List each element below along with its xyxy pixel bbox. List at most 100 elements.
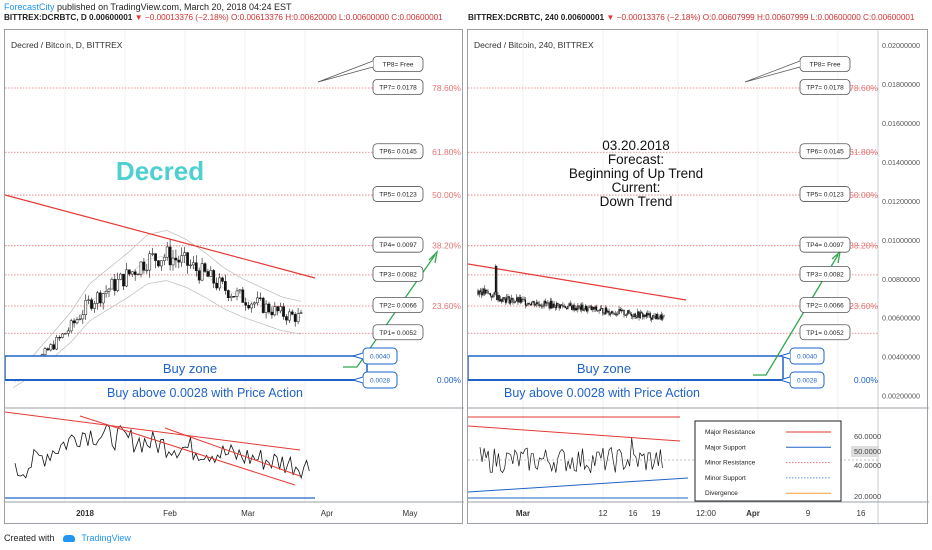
target-callout[interactable] [372, 79, 424, 95]
candle [538, 303, 540, 307]
left-resistance-line[interactable] [5, 194, 316, 279]
target-label: TP6= 0.0145 [379, 149, 417, 156]
target-callout[interactable] [799, 297, 851, 313]
candle [487, 291, 489, 294]
right-chart-panel[interactable]: Decred / Bitcoin, 240, BITTREX 78.60% 61.… [467, 29, 929, 525]
target-callout[interactable] [799, 236, 851, 253]
x-tick-label: May [402, 509, 417, 518]
candle [609, 313, 611, 315]
candle [597, 310, 599, 312]
candle [579, 306, 581, 310]
author-link[interactable]: ForecastCity [4, 2, 55, 12]
right-change: −0.00013376 (−2.18%) [616, 13, 701, 22]
candle [605, 307, 608, 313]
candle [133, 271, 137, 275]
candle [509, 299, 512, 304]
forecast-note: 03.20.2018 Forecast: Beginning of Up Tre… [569, 138, 703, 209]
osc-resistance-line [468, 425, 681, 442]
target-label: TP7= 0.0178 [806, 85, 844, 92]
candle [577, 305, 579, 311]
candle [617, 314, 619, 315]
left-chart-panel[interactable]: Decred / Bitcoin, D, BITTREX 78.60% 61.80… [4, 29, 464, 525]
candle [241, 289, 245, 303]
candle [116, 279, 120, 291]
candle [142, 261, 146, 271]
candle [604, 307, 606, 315]
candle [125, 269, 128, 287]
candle [64, 333, 67, 335]
candle [484, 289, 487, 294]
price-axis-label: 0.01200000 [882, 197, 920, 206]
candle [498, 294, 500, 302]
left-candles [11, 238, 303, 382]
candle [542, 306, 544, 307]
candle [608, 310, 610, 315]
target-callout[interactable] [799, 265, 851, 282]
candle [290, 311, 294, 315]
callout-pointer [351, 352, 364, 360]
osc-axis-label: 50.0000 [854, 447, 881, 456]
left-buy-zone[interactable] [5, 355, 368, 381]
candle [514, 301, 517, 303]
candle [270, 311, 274, 316]
callout-pointer [351, 376, 364, 384]
candle [602, 308, 604, 314]
band-upper [12, 230, 302, 373]
target-callout[interactable] [372, 265, 424, 282]
candle [566, 307, 568, 309]
target-callout[interactable] [799, 324, 851, 341]
candle [556, 303, 558, 309]
candle [551, 300, 553, 309]
candle [543, 300, 545, 307]
left-ohlc: O:0.00613376 H:0.00620000 L:0.00600000 C… [231, 13, 443, 22]
price-axis-label: 0.00600000 [882, 314, 920, 323]
candle [554, 307, 556, 309]
candle [614, 313, 616, 315]
candle [488, 293, 490, 294]
candle [649, 313, 651, 319]
candle [101, 293, 105, 304]
candle [658, 318, 660, 320]
right-resistance-line[interactable] [468, 263, 687, 301]
candle [615, 313, 618, 315]
target-callout[interactable] [372, 186, 424, 202]
candle [548, 302, 550, 309]
candle [293, 314, 297, 322]
band-mid [12, 255, 302, 381]
osc-resistance-line [5, 411, 301, 451]
candle [549, 300, 552, 309]
left-chart-title: Decred / Bitcoin, D, BITTREX [11, 40, 123, 50]
target-callout[interactable] [372, 236, 424, 253]
candle [244, 302, 248, 306]
candle [625, 314, 628, 316]
tradingview-link[interactable]: TradingView [81, 533, 131, 543]
candle [629, 313, 631, 315]
candle [599, 308, 601, 311]
candle [194, 262, 198, 271]
target-callout[interactable] [799, 79, 851, 95]
legend-label: Major Support [705, 444, 746, 451]
publish-info: published on TradingView.com, March 20, … [57, 2, 292, 12]
target-callout[interactable] [372, 297, 424, 313]
candle [506, 297, 508, 303]
candle [496, 266, 498, 301]
candle [218, 277, 221, 289]
target-callout[interactable] [372, 324, 424, 341]
target-callout[interactable] [799, 143, 851, 160]
right-chart[interactable]: Decred / Bitcoin, 240, BITTREX 78.60% 61.… [468, 30, 929, 525]
candle [200, 263, 204, 281]
legend-label: Minor Resistance [705, 460, 756, 467]
candle [160, 260, 163, 267]
candle [592, 306, 594, 310]
right-callouts: TP8= Free TP7= 0.0178 TP6= 0.0145 TP5= 0.01… [744, 56, 851, 389]
target-callout[interactable] [799, 186, 851, 202]
target-label: TP3= 0.0082 [806, 271, 844, 278]
candle [640, 312, 643, 314]
candle [165, 246, 169, 258]
candle [559, 304, 561, 309]
right-buy-zone[interactable] [468, 355, 784, 381]
candle [633, 313, 635, 318]
candle [87, 299, 90, 301]
left-chart[interactable]: Decred / Bitcoin, D, BITTREX 78.60% 61.80… [5, 30, 464, 525]
target-callout[interactable] [372, 143, 424, 160]
